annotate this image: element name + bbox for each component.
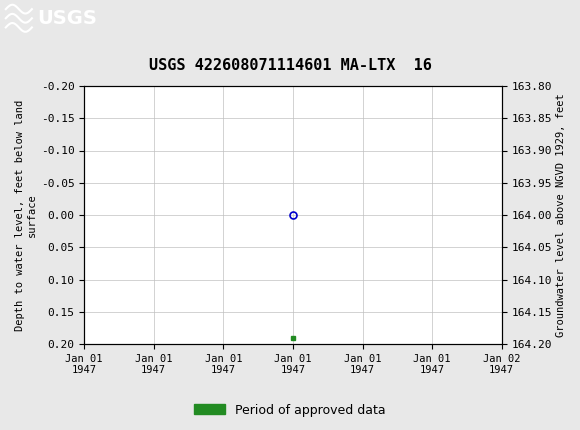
Y-axis label: Groundwater level above NGVD 1929, feet: Groundwater level above NGVD 1929, feet [556, 93, 566, 337]
Text: USGS 422608071114601 MA-LTX  16: USGS 422608071114601 MA-LTX 16 [148, 58, 432, 73]
Text: USGS: USGS [38, 9, 97, 28]
Y-axis label: Depth to water level, feet below land
surface: Depth to water level, feet below land su… [15, 99, 37, 331]
Legend: Period of approved data: Period of approved data [189, 399, 391, 421]
